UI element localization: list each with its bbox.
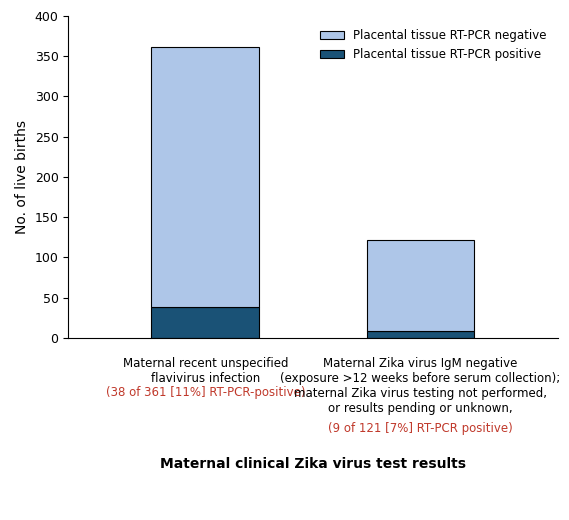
Text: Maternal Zika virus IgM negative
(exposure >12 weeks before serum collection);
m: Maternal Zika virus IgM negative (exposu…: [281, 357, 560, 415]
Bar: [367, 331, 475, 338]
Bar: [367, 240, 475, 331]
Text: (38 of 361 [11%] RT-PCR-positive): (38 of 361 [11%] RT-PCR-positive): [105, 386, 305, 399]
Text: Maternal clinical Zika virus test results: Maternal clinical Zika virus test result…: [160, 457, 466, 471]
Text: Maternal recent unspecified
flavivirus infection: Maternal recent unspecified flavivirus i…: [122, 357, 288, 385]
Bar: [151, 307, 259, 338]
Legend: Placental tissue RT-PCR negative, Placental tissue RT-PCR positive: Placental tissue RT-PCR negative, Placen…: [316, 25, 552, 66]
Text: (9 of 121 [7%] RT-PCR positive): (9 of 121 [7%] RT-PCR positive): [328, 422, 513, 435]
Bar: [151, 47, 259, 307]
Y-axis label: No. of live births: No. of live births: [15, 120, 29, 234]
